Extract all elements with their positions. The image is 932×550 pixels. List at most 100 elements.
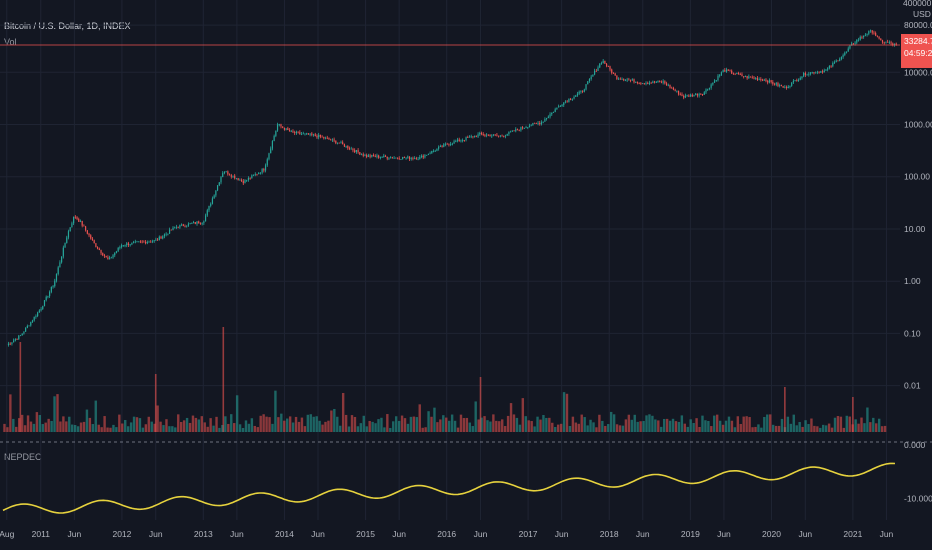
indicator-label[interactable]: NEPDEC xyxy=(4,452,42,462)
volume-bar xyxy=(842,427,846,432)
candle-body xyxy=(845,51,848,53)
volume-bar xyxy=(344,414,348,432)
time-axis-label: 2014 xyxy=(275,529,294,539)
volume-bar xyxy=(222,327,225,432)
volume-bar xyxy=(235,395,239,432)
volume-bar xyxy=(232,423,236,432)
candle-body xyxy=(892,43,894,45)
candle-body xyxy=(158,236,160,241)
candle-body xyxy=(773,83,776,85)
candle-body xyxy=(448,144,450,146)
candle-body xyxy=(825,69,827,71)
volume-bar xyxy=(389,427,392,432)
candle-body xyxy=(90,235,92,239)
indicator-tick-label: -10.000 xyxy=(904,494,932,504)
volume-bar xyxy=(760,427,763,432)
candle-body xyxy=(561,105,563,107)
candle-body xyxy=(676,90,678,92)
candle-body xyxy=(273,135,275,142)
candle-body xyxy=(378,155,380,158)
candle-body xyxy=(249,178,251,179)
candle-body xyxy=(669,84,671,88)
candle-body xyxy=(259,172,262,174)
candle-body xyxy=(189,223,191,225)
candle-body xyxy=(731,70,733,74)
candle-body xyxy=(844,52,846,55)
volume-bar xyxy=(539,419,542,432)
candle-body xyxy=(237,178,239,181)
candle-body xyxy=(107,257,109,260)
volume-bar xyxy=(73,425,77,432)
volume-bar xyxy=(503,426,507,432)
volume-bar xyxy=(9,394,12,432)
volume-bar xyxy=(262,414,265,432)
candle-body xyxy=(664,81,666,84)
volume-bar xyxy=(203,422,206,432)
volume-bar xyxy=(427,411,430,432)
candle-body xyxy=(487,134,489,136)
candle-body xyxy=(187,223,190,226)
candle-body xyxy=(439,145,441,148)
candle-body xyxy=(258,172,260,175)
volume-bar xyxy=(477,419,480,432)
volume-bar xyxy=(571,416,575,432)
volume-bar xyxy=(85,409,89,432)
candle-body xyxy=(122,245,124,247)
volume-bar xyxy=(238,424,242,432)
candle-body xyxy=(297,131,299,133)
candle-body xyxy=(575,95,577,97)
price-tick-label: 0.01 xyxy=(904,381,921,391)
candle-body xyxy=(239,179,241,181)
candle-body xyxy=(45,296,47,301)
volume-bar xyxy=(845,415,848,432)
candle-body xyxy=(191,223,193,224)
candle-body xyxy=(196,221,198,224)
candle-body xyxy=(210,203,212,206)
candle-body xyxy=(705,89,707,93)
candle-body xyxy=(715,80,717,82)
volume-bar xyxy=(465,417,469,432)
time-axis-label: 2021 xyxy=(843,529,862,539)
volume-label[interactable]: Vol xyxy=(4,37,17,47)
candle-body xyxy=(599,63,601,68)
candle-body xyxy=(16,339,18,340)
candle-body xyxy=(417,159,419,160)
volume-bar xyxy=(300,417,304,432)
symbol-title[interactable]: Bitcoin / U.S. Dollar, 1D, INDEX xyxy=(4,21,131,31)
candle-body xyxy=(261,169,263,173)
candle-body xyxy=(515,129,517,132)
candle-body xyxy=(516,129,519,131)
volume-bar xyxy=(492,414,495,432)
candle-body xyxy=(71,223,73,228)
candle-body xyxy=(813,72,815,74)
volume-bar xyxy=(374,423,377,432)
candle-body xyxy=(294,132,296,134)
volume-bar xyxy=(589,419,592,432)
volume-bar xyxy=(827,423,831,432)
candle-body xyxy=(799,78,801,80)
volume-bar xyxy=(698,426,701,432)
candle-body xyxy=(407,156,409,158)
candle-body xyxy=(7,343,10,346)
candle-body xyxy=(384,155,387,157)
candle-body xyxy=(498,135,500,137)
candle-body xyxy=(216,185,219,191)
candle-body xyxy=(208,205,210,211)
candle-body xyxy=(511,130,513,132)
volume-bar xyxy=(121,423,124,432)
volume-bar xyxy=(309,414,312,432)
volume-bar xyxy=(409,416,413,432)
volume-bar xyxy=(336,416,339,432)
candle-body xyxy=(97,247,99,249)
volume-bar xyxy=(727,416,731,432)
candle-body xyxy=(131,242,133,245)
volume-bar xyxy=(47,418,50,432)
candle-body xyxy=(331,139,333,141)
candle-body xyxy=(35,316,37,317)
volume-bar xyxy=(197,419,201,432)
volume-bar xyxy=(88,417,92,432)
volume-bar xyxy=(621,425,625,432)
candle-body xyxy=(155,239,157,241)
candle-body xyxy=(633,79,635,83)
